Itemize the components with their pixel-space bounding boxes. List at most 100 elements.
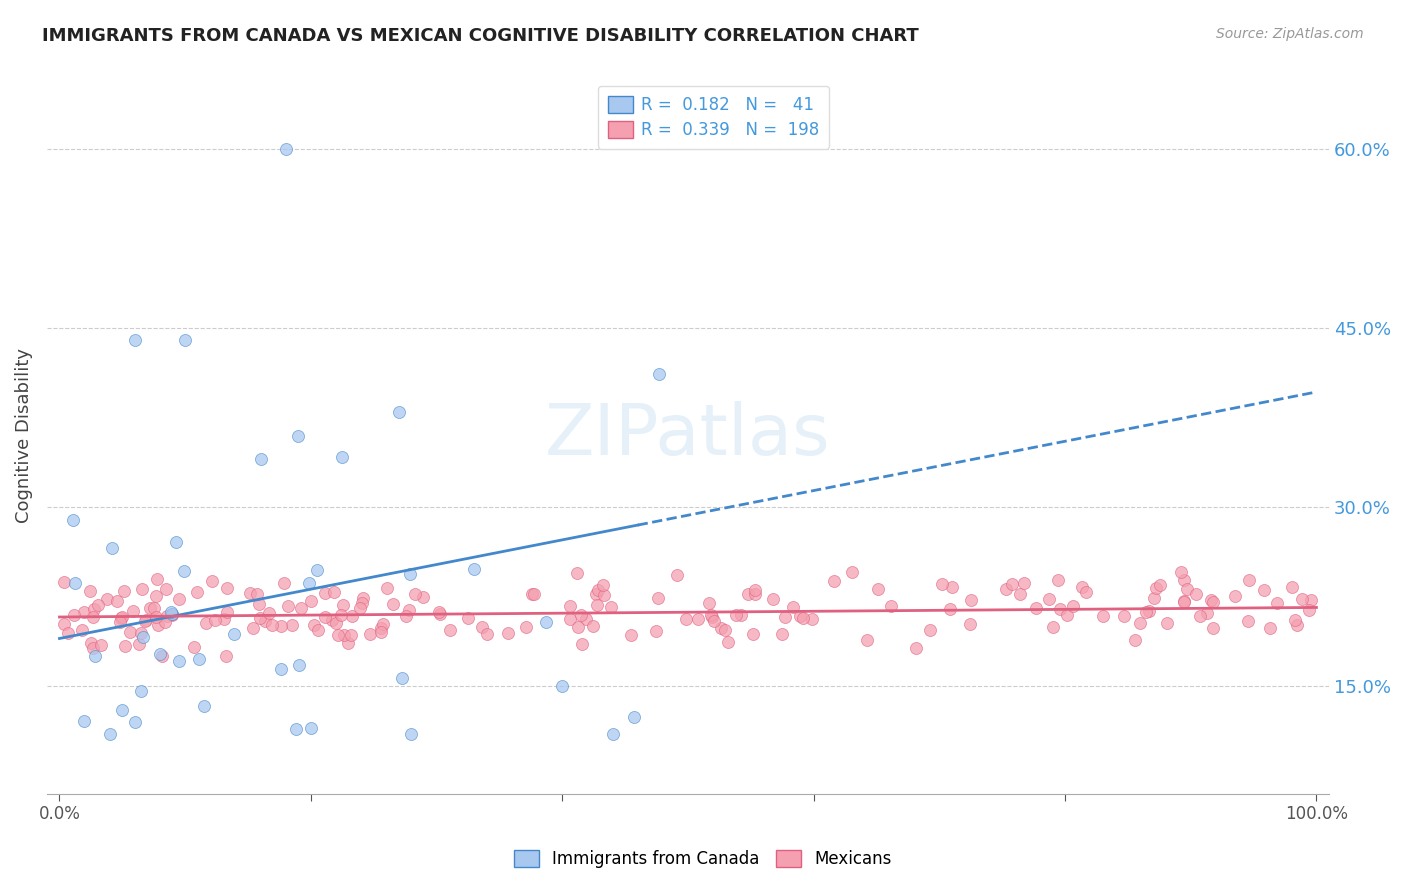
Point (1291, 592, 1313, 607)
Point (703, 614, 725, 628)
Point (868, 582, 890, 597)
Point (122, 604, 145, 618)
Point (186, 584, 208, 599)
Point (135, 613, 157, 627)
Point (245, 587, 267, 601)
Point (281, 618, 304, 632)
Point (297, 576, 319, 591)
Point (274, 142, 297, 156)
Point (1173, 595, 1195, 609)
Point (340, 628, 363, 642)
Point (323, 585, 346, 599)
Point (63, 607, 86, 622)
Point (496, 626, 519, 640)
Point (129, 626, 152, 640)
Point (139, 601, 162, 615)
Point (290, 601, 312, 615)
Point (1038, 591, 1060, 606)
Point (167, 591, 190, 606)
Point (150, 649, 173, 664)
Point (1046, 574, 1069, 588)
Point (398, 603, 420, 617)
Point (342, 608, 364, 623)
Point (1170, 565, 1192, 579)
Point (80, 636, 103, 650)
Point (1056, 608, 1078, 623)
Point (773, 609, 796, 624)
Point (349, 601, 371, 615)
Point (523, 587, 546, 601)
Point (404, 587, 426, 601)
Point (395, 609, 418, 624)
Point (242, 620, 264, 634)
Point (249, 611, 271, 625)
Point (592, 578, 614, 592)
Point (249, 452, 271, 467)
Text: ZIPatlas: ZIPatlas (546, 401, 831, 470)
Point (551, 679, 574, 693)
Point (96, 592, 118, 607)
Point (457, 611, 479, 625)
Point (98, 727, 121, 741)
Point (270, 618, 292, 632)
Point (82, 610, 104, 624)
Point (714, 624, 737, 638)
Point (1175, 582, 1198, 597)
Point (326, 628, 349, 642)
Point (1025, 600, 1047, 615)
Point (128, 637, 150, 651)
Point (918, 624, 941, 638)
Point (960, 593, 983, 607)
Point (904, 640, 927, 655)
Point (195, 615, 218, 630)
Point (84, 648, 107, 663)
Point (585, 587, 607, 601)
Point (1129, 615, 1152, 630)
Point (153, 615, 176, 629)
Point (429, 605, 451, 619)
Point (215, 582, 238, 596)
Point (73, 714, 96, 728)
Point (350, 596, 373, 610)
Point (939, 601, 962, 615)
Point (183, 640, 205, 655)
Point (1202, 594, 1225, 608)
Point (648, 367, 671, 381)
Point (101, 541, 124, 555)
Point (142, 601, 165, 615)
Point (1285, 618, 1308, 632)
Point (260, 618, 283, 632)
Point (1149, 578, 1171, 592)
Point (201, 574, 224, 589)
Point (87, 598, 110, 612)
Point (401, 727, 423, 741)
Point (82, 640, 104, 655)
Point (131, 582, 153, 596)
Point (359, 627, 381, 641)
Point (111, 703, 134, 717)
Point (257, 606, 280, 620)
Point (439, 623, 461, 637)
Point (314, 586, 336, 600)
Point (270, 663, 292, 677)
Legend: Immigrants from Canada, Mexicans: Immigrants from Canada, Mexicans (508, 843, 898, 875)
Point (304, 617, 326, 632)
Point (73, 605, 96, 619)
Point (112, 584, 135, 599)
Point (737, 587, 759, 601)
Point (370, 621, 392, 635)
Point (160, 605, 183, 619)
Point (880, 599, 903, 613)
Point (574, 612, 596, 626)
Point (1239, 573, 1261, 587)
Point (1201, 593, 1223, 607)
Point (156, 608, 179, 623)
Point (254, 615, 277, 629)
Point (688, 612, 710, 626)
Point (145, 610, 167, 624)
Point (314, 610, 336, 624)
Point (515, 620, 537, 634)
Point (582, 619, 605, 633)
Point (1189, 608, 1212, 623)
Point (215, 605, 238, 619)
